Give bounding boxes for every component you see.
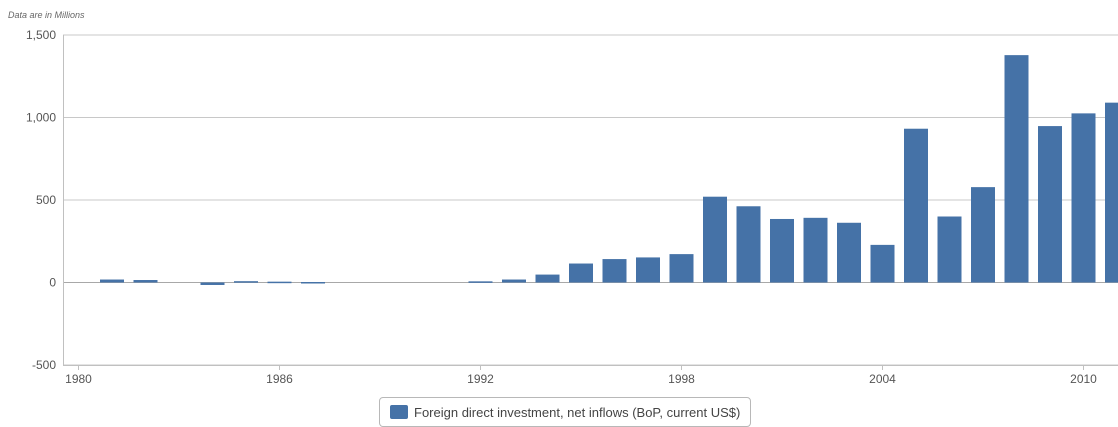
x-tick-label: 1980 [65, 372, 92, 386]
bar[interactable] [502, 279, 526, 283]
x-tick-label: 1992 [467, 372, 494, 386]
y-tick-label: -500 [32, 358, 56, 372]
bar[interactable] [267, 281, 292, 284]
bar[interactable] [669, 254, 694, 283]
y-tick-label: 0 [49, 276, 56, 290]
bar[interactable] [770, 218, 794, 283]
bar[interactable] [133, 280, 158, 283]
bar[interactable] [301, 282, 325, 284]
y-axis: -500 0 500 1,000 1,500 [26, 28, 56, 372]
bar[interactable] [870, 244, 895, 283]
bar[interactable] [636, 257, 660, 283]
bar[interactable] [1004, 55, 1029, 283]
x-tick-label: 2010 [1070, 372, 1097, 386]
x-axis: 1980 1986 1992 1998 2004 2010 [65, 365, 1097, 386]
bars [100, 55, 1118, 285]
x-tick-label: 2004 [869, 372, 896, 386]
bar[interactable] [1105, 102, 1118, 283]
legend[interactable]: Foreign direct investment, net inflows (… [379, 397, 752, 427]
bar[interactable] [904, 128, 928, 283]
bar[interactable] [1071, 113, 1096, 283]
bar[interactable] [468, 281, 493, 283]
bar[interactable] [971, 187, 995, 283]
grid-lines [63, 34, 1118, 366]
legend-label: Foreign direct investment, net inflows (… [414, 404, 741, 420]
bar[interactable] [535, 274, 560, 283]
bar-chart: -500 0 500 1,000 1,500 1980 1986 1992 1998 2004 2… [26, 28, 1118, 386]
bar[interactable] [837, 222, 861, 283]
bar[interactable] [803, 217, 828, 283]
bar[interactable] [1038, 126, 1062, 283]
bar[interactable] [234, 281, 258, 283]
bar[interactable] [736, 206, 761, 283]
bar[interactable] [569, 263, 593, 283]
y-tick-label: 1,000 [26, 111, 56, 125]
bar[interactable] [602, 259, 627, 283]
bar[interactable] [200, 282, 225, 285]
bar[interactable] [937, 216, 962, 283]
x-tick-label: 1998 [668, 372, 695, 386]
x-tick-label: 1986 [266, 372, 293, 386]
y-tick-label: 1,500 [26, 28, 56, 42]
y-tick-label: 500 [36, 193, 56, 207]
bar[interactable] [100, 279, 124, 283]
bar[interactable] [703, 196, 727, 283]
legend-swatch [390, 405, 408, 419]
unit-note: Data are in Millions [8, 10, 85, 20]
